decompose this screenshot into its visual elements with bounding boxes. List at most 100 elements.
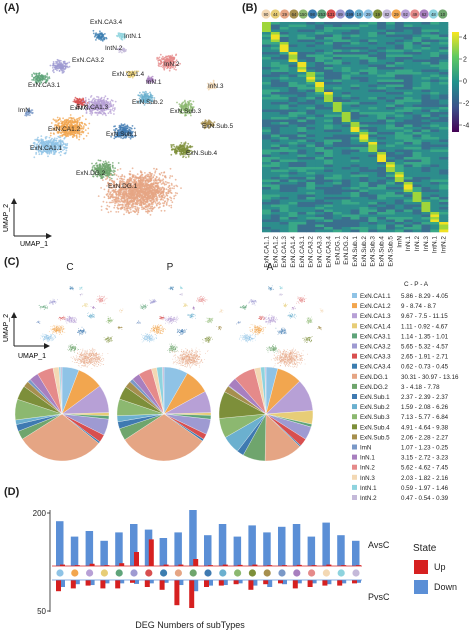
- heatmap-cell: [306, 204, 316, 208]
- heatmap-cell: [297, 157, 307, 160]
- heatmap-cell: [421, 202, 431, 205]
- heatmap-cell: [315, 144, 325, 148]
- heatmap-cell: [341, 192, 351, 195]
- heatmap-cell: [279, 39, 289, 43]
- heatmap-cell: [439, 209, 449, 213]
- heatmap-cell: [377, 117, 387, 120]
- heatmap-cell: [439, 179, 449, 183]
- bar-pvsc-down: [208, 580, 213, 586]
- heatmap-cell: [386, 224, 396, 228]
- heatmap-cell: [439, 44, 449, 48]
- heatmap-cell: [439, 127, 449, 130]
- heatmap-cell: [403, 102, 413, 105]
- heatmap-cell: [403, 204, 413, 208]
- heatmap-cell: [421, 42, 431, 45]
- heatmap-cell: [262, 22, 272, 25]
- legend-swatch: [352, 495, 357, 500]
- cluster-size-dot: [428, 9, 438, 19]
- heatmap-cell: [394, 164, 405, 168]
- heatmap-cell: [350, 204, 360, 208]
- heatmap-cell: [439, 119, 449, 123]
- heatmap-cell: [377, 157, 387, 160]
- category-dot: [204, 569, 212, 577]
- cluster-label: ExN.CA3.4: [90, 19, 123, 26]
- legend-values: 1.59 - 2.08 - 6.26: [401, 404, 449, 411]
- heatmap-cell: [297, 59, 307, 63]
- heatmap-cell: [421, 74, 431, 78]
- heatmap-cell: [430, 137, 440, 140]
- legend-label-down: Down: [434, 582, 457, 592]
- heatmap-cell: [412, 74, 422, 78]
- heatmap-cell: [341, 204, 351, 208]
- heatmap-cell: [262, 179, 272, 183]
- heatmap-cell: [350, 82, 360, 85]
- heatmap-cell: [324, 42, 334, 45]
- heatmap-cell: [341, 49, 351, 53]
- heatmap-cell: [315, 219, 325, 223]
- heatmap-cell: [439, 224, 449, 228]
- heatmap-cell: [421, 122, 431, 125]
- heatmap-cell: [386, 169, 396, 173]
- heatmap-cell: [430, 147, 440, 150]
- legend-label: ExN.CA3.2: [360, 344, 391, 351]
- heatmap-cell: [421, 184, 431, 188]
- heatmap-cell: [279, 204, 289, 208]
- heatmap-cell: [359, 67, 369, 70]
- heatmap-cell: [421, 164, 431, 168]
- heatmap-cell: [270, 127, 281, 130]
- heatmap-cell: [315, 177, 325, 180]
- umap-a-cluster: [97, 167, 182, 216]
- heatmap-cell: [324, 172, 334, 175]
- cluster-size-dot: [317, 9, 327, 19]
- heatmap-cell: [306, 174, 316, 178]
- bar-pvsc-up: [189, 580, 195, 608]
- heatmap-cell: [394, 72, 405, 75]
- heatmap-cell: [306, 67, 316, 70]
- heatmap-cell: [394, 104, 405, 108]
- heatmap-cell: [262, 224, 272, 228]
- heatmap-cell: [412, 122, 422, 125]
- heatmap-cell: [412, 132, 422, 135]
- heatmap-cell: [279, 87, 289, 90]
- umap-a-cluster: [170, 141, 194, 159]
- heatmap-cell: [279, 207, 289, 210]
- bar-avsc-up: [104, 565, 110, 566]
- heatmap-cell: [279, 57, 289, 60]
- umap-c-cluster: [183, 302, 188, 307]
- heatmap-cell: [297, 159, 307, 163]
- heatmap-cell: [430, 204, 440, 208]
- legend-swatch: [352, 404, 357, 410]
- heatmap-cell: [377, 77, 387, 80]
- heatmap-cell: [412, 152, 422, 155]
- heatmap-cell: [421, 77, 431, 80]
- heatmap-cell: [368, 89, 378, 93]
- heatmap-cell: [341, 127, 351, 130]
- heatmap-cell: [341, 107, 351, 110]
- heatmap-cell: [332, 174, 343, 178]
- heatmap-cell: [430, 129, 440, 133]
- heatmap-cell: [262, 124, 272, 128]
- heatmap-cell: [306, 124, 316, 128]
- heatmap-cell: [341, 197, 351, 200]
- heatmap-cell: [377, 129, 387, 133]
- heatmap-cell: [421, 157, 431, 160]
- heatmap-cell: [359, 77, 369, 80]
- heatmap-cell: [332, 179, 343, 183]
- bar-pvsc-up: [159, 580, 165, 590]
- heatmap-cell: [262, 107, 272, 110]
- heatmap-cell: [324, 39, 334, 43]
- heatmap-cell: [297, 34, 307, 38]
- heatmap-cell: [421, 29, 431, 33]
- heatmap-cell: [262, 74, 272, 78]
- category-dot: [86, 569, 94, 577]
- heatmap-cell: [368, 39, 378, 43]
- heatmap-cell: [279, 94, 289, 98]
- heatmap-cell: [315, 102, 325, 105]
- heatmap-cell: [439, 174, 449, 178]
- heatmap-cell: [262, 49, 272, 53]
- heatmap-cell: [324, 147, 334, 150]
- heatmap-cell: [279, 219, 289, 223]
- heatmap-cell: [421, 147, 431, 150]
- heatmap-cell: [368, 227, 378, 230]
